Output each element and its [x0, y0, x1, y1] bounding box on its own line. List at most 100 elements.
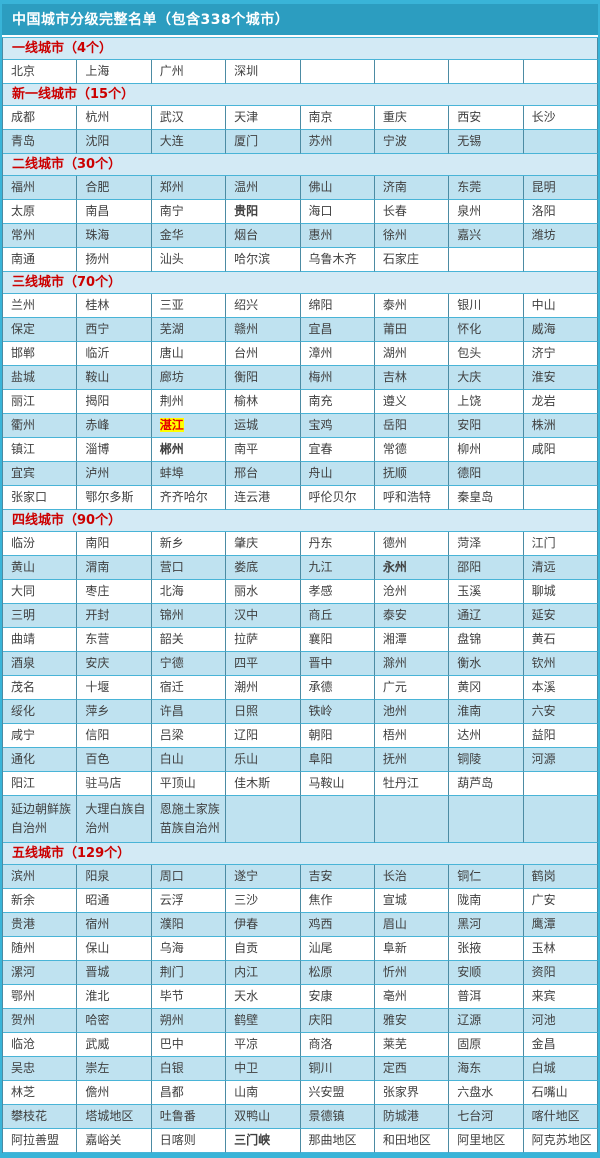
- city-cell: 莆田: [374, 318, 450, 342]
- city-cell: 淄博: [77, 438, 152, 462]
- city-cell: 咸宁: [3, 724, 78, 748]
- city-cell: 襄阳: [300, 628, 375, 652]
- table-row: 青岛 沈阳 大连 厦门 苏州 宁波 无锡: [3, 130, 598, 154]
- city-cell: 南昌: [77, 200, 152, 224]
- city-cell: 济南: [374, 176, 450, 200]
- table-row: 南通 扬州 汕头 哈尔滨 乌鲁木齐 石家庄: [3, 248, 598, 272]
- city-cell: 宁德: [151, 652, 227, 676]
- city-cell: 永州: [374, 556, 450, 580]
- city-cell: 吉林: [374, 366, 450, 390]
- city-cell: 青岛: [3, 130, 78, 154]
- city-cell: 长春: [374, 200, 450, 224]
- city-cell: 葫芦岛: [449, 772, 524, 796]
- table-row: 保定 西宁 芜湖 赣州 宜昌 莆田 怀化 威海: [3, 318, 598, 342]
- city-cell: 中卫: [226, 1057, 301, 1081]
- city-cell: 汕尾: [300, 937, 375, 961]
- table-row: 漯河 晋城 荆门 内江 松原 忻州 安顺 资阳: [3, 961, 598, 985]
- table-row: 新余 昭通 云浮 三沙 焦作 宣城 陇南 广安: [3, 889, 598, 913]
- city-cell: 三明: [3, 604, 78, 628]
- city-cell: 珠海: [77, 224, 152, 248]
- city-cell: 兴安盟: [300, 1081, 375, 1105]
- city-cell: 景德镇: [300, 1105, 375, 1129]
- city-cell: 南京: [300, 106, 375, 130]
- city-cell: 秦皇岛: [449, 486, 524, 510]
- city-cell: 银川: [449, 294, 524, 318]
- city-cell: 杭州: [77, 106, 152, 130]
- city-cell: 普洱: [449, 985, 524, 1009]
- city-cell: 宿州: [77, 913, 152, 937]
- city-cell: 台州: [226, 342, 301, 366]
- city-cell: 丹东: [300, 532, 375, 556]
- city-cell: 宁波: [374, 130, 450, 154]
- section-header-row: 二线城市（30个）: [3, 154, 598, 176]
- table-row: 成都 杭州 武汉 天津 南京 重庆 西安 长沙: [3, 106, 598, 130]
- city-cell: 喀什地区: [523, 1105, 598, 1129]
- section-header: 新一线城市（15个）: [3, 84, 598, 106]
- city-cell: 恩施土家族苗族自治州: [151, 796, 227, 843]
- table-row: 常州 珠海 金华 烟台 惠州 徐州 嘉兴 潍坊: [3, 224, 598, 248]
- city-cell: 江门: [523, 532, 598, 556]
- city-cell: 黑河: [449, 913, 524, 937]
- city-cell: 梅州: [300, 366, 375, 390]
- empty-cell: [523, 796, 598, 843]
- city-cell: 潮州: [226, 676, 301, 700]
- table-row: 林芝 儋州 昌都 山南 兴安盟 张家界 六盘水 石嘴山: [3, 1081, 598, 1105]
- city-cell: 达州: [449, 724, 524, 748]
- city-cell: 石家庄: [374, 248, 450, 272]
- city-cell: 嘉峪关: [77, 1129, 152, 1153]
- empty-cell: [374, 796, 450, 843]
- table-row: 兰州 桂林 三亚 绍兴 绵阳 泰州 银川 中山: [3, 294, 598, 318]
- city-cell: 洛阳: [523, 200, 598, 224]
- city-cell: 广州: [151, 60, 227, 84]
- city-cell: 西安: [449, 106, 524, 130]
- city-cell: 驻马店: [77, 772, 152, 796]
- city-cell: 鸡西: [300, 913, 375, 937]
- city-cell: 日喀则: [151, 1129, 227, 1153]
- section-header: 四线城市（90个）: [3, 510, 598, 532]
- city-cell: 大庆: [449, 366, 524, 390]
- city-cell: 曲靖: [3, 628, 78, 652]
- city-cell: 武汉: [151, 106, 227, 130]
- city-cell: 铜川: [300, 1057, 375, 1081]
- city-cell: 防城港: [374, 1105, 450, 1129]
- city-cell: 湘潭: [374, 628, 450, 652]
- city-cell: 广安: [523, 889, 598, 913]
- city-cell: 金华: [151, 224, 227, 248]
- city-cell: 乐山: [226, 748, 301, 772]
- table-row: 盐城 鞍山 廊坊 衡阳 梅州 吉林 大庆 淮安: [3, 366, 598, 390]
- city-cell: 淮南: [449, 700, 524, 724]
- city-cell: 芜湖: [151, 318, 227, 342]
- city-cell: 安庆: [77, 652, 152, 676]
- city-cell: 伊春: [226, 913, 301, 937]
- city-cell: 汕头: [151, 248, 227, 272]
- city-cell: 苏州: [300, 130, 375, 154]
- city-cell: 三沙: [226, 889, 301, 913]
- city-cell: 和田地区: [374, 1129, 450, 1153]
- table-row: 滨州 阳泉 周口 遂宁 吉安 长治 铜仁 鹤岗: [3, 865, 598, 889]
- city-cell: 怀化: [449, 318, 524, 342]
- city-cell: 柳州: [449, 438, 524, 462]
- city-cell: 中山: [523, 294, 598, 318]
- city-cell: 铜陵: [449, 748, 524, 772]
- highlighted-city: 湛江: [159, 418, 184, 432]
- city-cell: 四平: [226, 652, 301, 676]
- city-cell: 南平: [226, 438, 301, 462]
- city-cell: 榆林: [226, 390, 301, 414]
- city-cell: 邢台: [226, 462, 301, 486]
- city-cell: 新乡: [151, 532, 227, 556]
- city-cell: 攀枝花: [3, 1105, 78, 1129]
- table-row: 贺州 哈密 朔州 鹤壁 庆阳 雅安 辽源 河池: [3, 1009, 598, 1033]
- city-cell: 拉萨: [226, 628, 301, 652]
- city-cell: 漳州: [300, 342, 375, 366]
- city-cell: 唐山: [151, 342, 227, 366]
- city-cell: 滨州: [3, 865, 78, 889]
- city-cell: 嘉兴: [449, 224, 524, 248]
- city-cell: 哈密: [77, 1009, 152, 1033]
- table-row: 黄山 渭南 营口 娄底 九江 永州 邵阳 清远: [3, 556, 598, 580]
- empty-cell: [449, 796, 524, 843]
- city-cell: 咸阳: [523, 438, 598, 462]
- city-cell: 东莞: [449, 176, 524, 200]
- city-cell: 南宁: [151, 200, 227, 224]
- city-cell: 佛山: [300, 176, 375, 200]
- city-cell: 河源: [523, 748, 598, 772]
